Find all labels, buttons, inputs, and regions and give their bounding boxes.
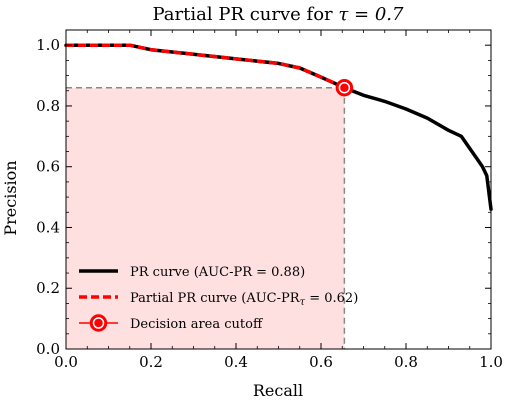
cutoff-marker-ring <box>338 81 351 94</box>
y-tick-label-5: 1.0 <box>36 36 60 54</box>
x-tick-label-3: 0.6 <box>309 353 333 371</box>
decision-area-shading <box>66 87 345 349</box>
y-tick-label-3: 0.6 <box>36 158 60 176</box>
y-tick-label-1: 0.2 <box>36 279 60 297</box>
partial-pr-curve-line <box>66 43 346 90</box>
x-tick-label-0: 0.0 <box>54 353 78 371</box>
y-tick-label-0: 0.0 <box>36 340 60 358</box>
plot-area: 0.0 0.2 0.4 0.6 0.8 1.0 0.0 0.2 0.4 0.6 0.8 1.0 <box>36 29 503 371</box>
x-tick-label-2: 0.4 <box>224 353 248 371</box>
chart-title: Partial PR curve for τ = 0.7 <box>153 4 405 25</box>
x-axis-label: Recall <box>253 381 303 400</box>
legend-label-cutoff: Decision area cutoff <box>130 317 264 332</box>
x-tick-label-5: 1.0 <box>479 353 503 371</box>
legend-label-partial-pr-curve: Partial PR curve (AUC-PRτ = 0.62) <box>130 291 358 308</box>
legend-swatch-cutoff-marker-ring <box>92 317 105 329</box>
legend: PR curve (AUC-PR = 0.88) Partial PR curv… <box>79 265 358 332</box>
legend-label-pr-curve: PR curve (AUC-PR = 0.88) <box>130 265 305 280</box>
x-tick-label-4: 0.8 <box>394 353 418 371</box>
y-tick-label-4: 0.8 <box>36 97 60 115</box>
x-tick-label-1: 0.2 <box>139 353 163 371</box>
y-tick-label-2: 0.4 <box>36 218 60 236</box>
y-axis-label: Precision <box>1 160 20 235</box>
